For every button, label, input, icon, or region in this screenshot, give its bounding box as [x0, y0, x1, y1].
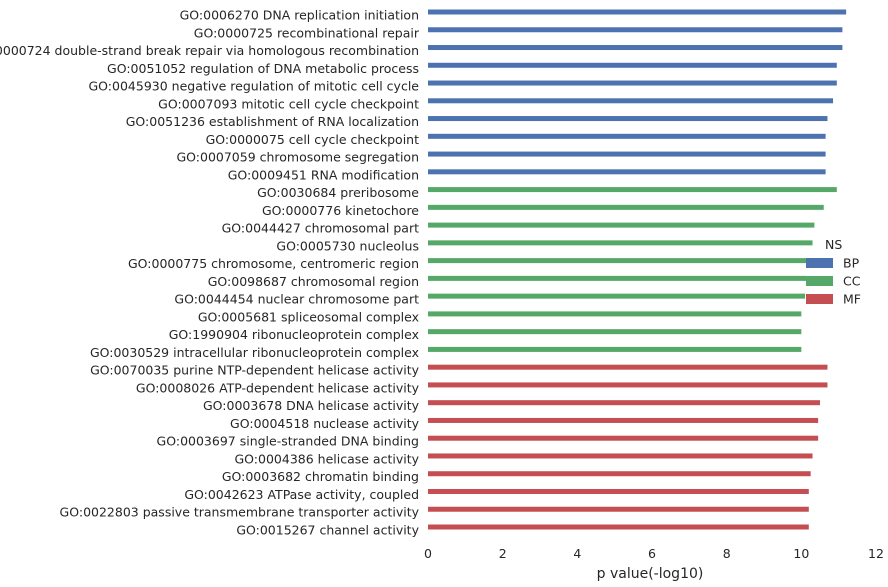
bar-bp: [428, 45, 843, 51]
legend-label-cc: CC: [843, 274, 861, 289]
bar-mf: [428, 488, 809, 494]
category-label: GO:0045930 negative regulation of mitoti…: [89, 79, 420, 94]
bar-cc: [428, 240, 813, 246]
bar-bp: [428, 151, 826, 157]
category-label: GO:0003697 single-stranded DNA binding: [157, 434, 419, 449]
category-label: GO:0008026 ATP-dependent helicase activi…: [136, 380, 420, 395]
bar-mf: [428, 524, 809, 530]
x-axis-label: p value(-log10): [597, 566, 704, 582]
category-label: GO:0003682 chromatin binding: [222, 469, 419, 484]
legend-swatch-bp: [806, 258, 833, 268]
category-label: GO:1990904 ribonucleoprotein complex: [169, 327, 419, 342]
bar-mf: [428, 382, 828, 388]
category-label: GO:0000776 kinetochore: [262, 203, 419, 218]
bar-cc: [428, 275, 807, 281]
category-label: GO:0006270 DNA replication initiation: [180, 8, 419, 23]
bar-bp: [428, 9, 847, 15]
x-tick-label: 4: [573, 546, 581, 561]
category-label: GO:0051236 establishment of RNA localiza…: [126, 114, 419, 129]
category-label: GO:0009451 RNA modification: [228, 167, 419, 182]
x-tick-label: 12: [868, 546, 884, 561]
category-label: GO:0015267 channel activity: [236, 523, 419, 538]
bar-cc: [428, 293, 806, 299]
bar-bp: [428, 80, 837, 86]
legend-label-mf: MF: [843, 292, 861, 307]
legend-title: NS: [825, 237, 842, 252]
category-label: GO:0044454 nuclear chromosome part: [174, 292, 419, 307]
category-label: GO:0051052 regulation of DNA metabolic p…: [107, 61, 419, 76]
category-label: GO:0044427 chromosomal part: [222, 221, 419, 236]
bar-mf: [428, 364, 828, 370]
x-tick-label: 6: [648, 546, 656, 561]
bar-bp: [428, 98, 834, 104]
category-label: GO:0098687 chromosomal region: [208, 274, 419, 289]
bar-bp: [428, 116, 828, 122]
x-tick-label: 2: [499, 546, 507, 561]
bar-cc: [428, 258, 809, 264]
bar-mf: [428, 417, 819, 423]
x-tick-label: 8: [723, 546, 731, 561]
bar-bp: [428, 62, 837, 68]
bar-cc: [428, 346, 802, 352]
category-label: GO:0000724 double-strand break repair vi…: [0, 43, 419, 58]
category-label: GO:0000725 recombinational repair: [194, 25, 420, 40]
category-label: GO:0042623 ATPase activity, coupled: [184, 487, 419, 502]
category-label: GO:0030684 preribosome: [257, 185, 419, 200]
category-label: GO:0030529 intracellular ribonucleoprote…: [90, 345, 419, 360]
bar-mf: [428, 435, 819, 441]
bar-mf: [428, 506, 809, 512]
bar-cc: [428, 329, 802, 335]
x-tick-label: 10: [793, 546, 809, 561]
category-label: GO:0004386 helicase activity: [234, 451, 419, 466]
legend-swatch-cc: [806, 276, 833, 286]
x-axis-ticks: 0 2 4 6 8 10 12: [424, 546, 884, 561]
legend-swatch-mf: [806, 294, 833, 304]
category-label: GO:0000775 chromosome, centromeric regio…: [128, 256, 419, 271]
bar-cc: [428, 187, 837, 193]
bars-group: [428, 9, 847, 530]
bar-mf: [428, 400, 820, 406]
category-labels: GO:0006270 DNA replication initiation GO:…: [0, 8, 420, 538]
category-label: GO:0022803 passive transmembrane transpo…: [60, 505, 420, 520]
bar-bp: [428, 133, 826, 139]
category-label: GO:0003678 DNA helicase activity: [203, 398, 420, 413]
category-label: GO:0005681 spliceosomal complex: [198, 309, 419, 324]
bar-bp: [428, 27, 843, 33]
bar-bp: [428, 169, 826, 175]
legend-label-bp: BP: [843, 256, 860, 271]
x-tick-label: 0: [424, 546, 432, 561]
bar-cc: [428, 222, 815, 228]
bar-cc: [428, 204, 824, 210]
bar-mf: [428, 471, 811, 477]
category-label: GO:0070035 purine NTP-dependent helicase…: [90, 363, 420, 378]
bar-mf: [428, 453, 813, 459]
category-label: GO:0004518 nuclease activity: [230, 416, 420, 431]
category-label: GO:0007093 mitotic cell cycle checkpoint: [158, 96, 419, 111]
bar-cc: [428, 311, 802, 317]
category-label: GO:0007059 chromosome segregation: [176, 150, 419, 165]
category-label: GO:0005730 nucleolus: [276, 238, 419, 253]
category-label: GO:0000075 cell cycle checkpoint: [206, 132, 419, 147]
